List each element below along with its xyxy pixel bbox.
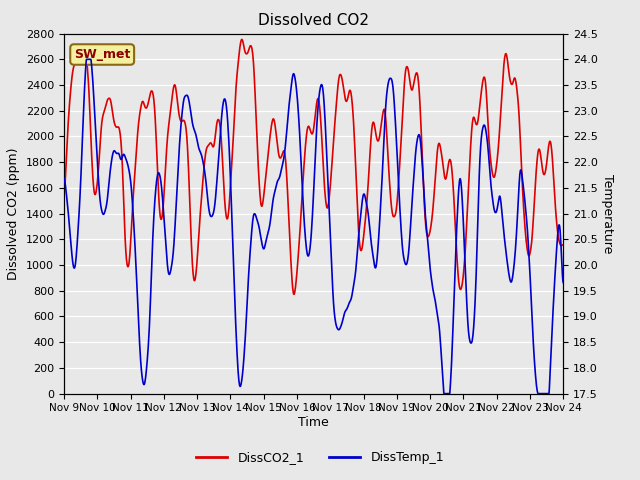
X-axis label: Time: Time — [298, 416, 329, 429]
Legend: DissCO2_1, DissTemp_1: DissCO2_1, DissTemp_1 — [191, 446, 449, 469]
Title: Dissolved CO2: Dissolved CO2 — [258, 13, 369, 28]
Y-axis label: Temperature: Temperature — [602, 174, 614, 253]
Y-axis label: Dissolved CO2 (ppm): Dissolved CO2 (ppm) — [8, 147, 20, 280]
Text: SW_met: SW_met — [74, 48, 131, 61]
